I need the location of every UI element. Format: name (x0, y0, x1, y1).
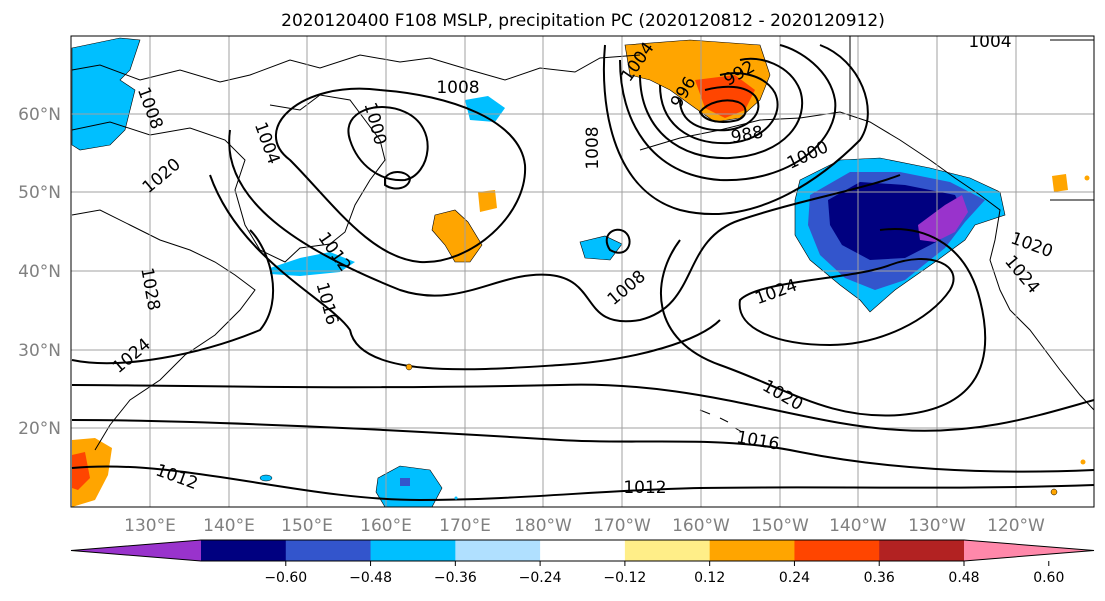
colorbar-outline (70, 539, 1095, 562)
precip-negative-japan (270, 252, 355, 276)
isobar-1016 (209, 174, 721, 371)
isobar-1008-small (605, 228, 631, 254)
isobar-label: 1012 (623, 478, 666, 498)
colorbar-tick-label: 0.36 (864, 570, 895, 586)
colorbar-tick-label: −0.36 (434, 570, 477, 586)
lat-label: 40°N (18, 262, 61, 282)
lon-label: 140°E (203, 516, 255, 536)
colorbar-tick-label: 0.24 (779, 570, 810, 586)
isobar-992-aleutian (679, 85, 760, 132)
colorbar-ticks: −0.60 −0.48 −0.36 −0.24 −0.12 0.12 0.24 0.36 0.4… (264, 561, 1064, 586)
isobar-1008-low (275, 87, 527, 264)
colorbar-tick-label: −0.48 (349, 570, 392, 586)
isobar-1004-low (347, 106, 429, 182)
colorbar-cell (201, 540, 287, 561)
colorbar-extend-max (964, 540, 1094, 561)
precip-positive-small (478, 190, 497, 212)
isobar-1012 (228, 129, 901, 323)
colorbar-extend-min (71, 540, 201, 561)
colorbar-tick-label: 0.48 (948, 570, 979, 586)
colorbar: −0.60 −0.48 −0.36 −0.24 −0.12 0.12 0.24 0.36 0.4… (70, 539, 1095, 586)
lon-label: 120°W (987, 516, 1045, 536)
isobar-1000-low (384, 171, 412, 190)
isobar-1012-south (71, 465, 1094, 502)
colorbar-tick-label: 0.12 (694, 570, 725, 586)
isobar-1016-south (71, 419, 1094, 473)
isobar-label: 1008 (436, 78, 479, 98)
lon-label: 180°W (514, 516, 572, 536)
isobar-label: 1004 (968, 32, 1011, 52)
precip-negative-nw (71, 37, 141, 151)
precip-positive-east (1052, 174, 1068, 192)
lat-label: 30°N (18, 341, 61, 361)
map-border (70, 35, 1095, 508)
precip-strong-positive-alaska (695, 75, 755, 118)
colorbar-tick-label: 0.60 (1033, 570, 1064, 586)
gridlines (71, 36, 1094, 507)
colorbar-cell (709, 540, 795, 561)
isobar-1024-high (738, 258, 955, 347)
precip-extreme-negative (918, 195, 968, 242)
colorbar-cell (624, 540, 711, 561)
isobar-1024-west (71, 229, 275, 365)
colorbar-cell (370, 540, 456, 561)
isobar-1000-aleutian (639, 57, 804, 160)
isobar-996-aleutian (659, 72, 779, 145)
lat-label: 50°N (18, 183, 61, 203)
precip-negative-north (465, 96, 505, 122)
precip-negative-south (375, 465, 443, 507)
isobar-988-aleutian (698, 99, 747, 123)
lon-label: 170°W (593, 516, 651, 536)
lon-label: 160°E (360, 516, 412, 536)
colorbar-cells (70, 539, 1095, 562)
isobar-1020-south (71, 383, 1094, 432)
isobar-1008-aleutian (602, 44, 869, 215)
lat-label: 60°N (18, 105, 61, 125)
colorbar-tick-label: −0.60 (264, 570, 307, 586)
colorbar-cell (794, 540, 880, 561)
colorbar-cell (455, 540, 541, 561)
precip-dots (259, 175, 1090, 500)
isobar-label: 1008 (583, 126, 603, 169)
isobar-1020 (660, 228, 987, 417)
lon-label: 130°W (908, 516, 966, 536)
lon-label: 150°E (281, 516, 333, 536)
map-title: 2020120400 F108 MSLP, precipitation PC (… (281, 11, 885, 31)
colorbar-cell (540, 540, 626, 561)
precip-strong-positive-sw (72, 452, 90, 490)
lat-label: 20°N (18, 419, 61, 439)
colorbar-cell (879, 540, 965, 561)
lon-label: 170°E (439, 516, 491, 536)
colorbar-cell (285, 540, 372, 561)
lon-label: 160°W (672, 516, 730, 536)
lat-labels: 60°N 50°N 40°N 30°N 20°N (18, 105, 61, 439)
precip-negative-south-core (400, 478, 410, 486)
isobars (71, 44, 1094, 502)
colorbar-tick-label: −0.12 (603, 570, 646, 586)
isobar-1004-aleutian (619, 44, 837, 182)
lon-label: 130°E (124, 516, 176, 536)
lon-label: 140°W (829, 516, 887, 536)
colorbar-tick-label: −0.24 (519, 570, 562, 586)
lon-labels: 130°E 140°E 150°E 160°E 170°E 180°W 170°… (124, 516, 1045, 536)
lon-label: 150°W (751, 516, 809, 536)
